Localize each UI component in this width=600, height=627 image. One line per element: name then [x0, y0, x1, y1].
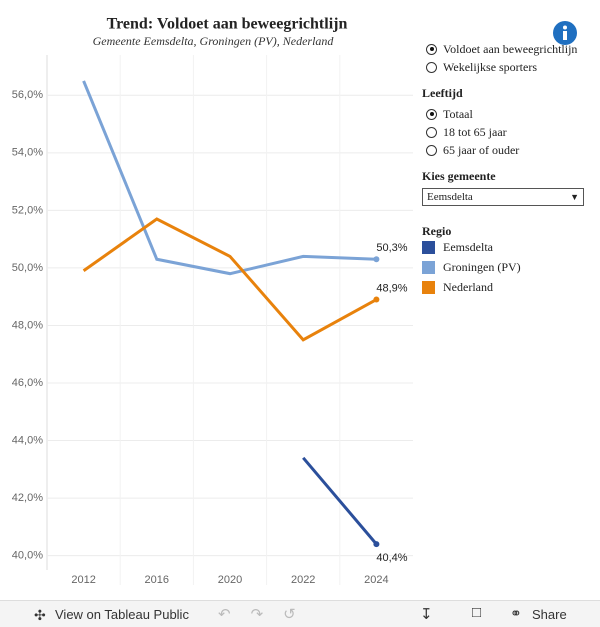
view-link[interactable]: View on Tableau Public [55, 607, 189, 622]
radio-button[interactable] [426, 144, 437, 156]
legend-item[interactable]: Groningen (PV) [422, 257, 600, 277]
undo-redo-icons: ↶↷↺ [218, 606, 316, 623]
radio-button[interactable] [426, 61, 437, 73]
option-label: Totaal [443, 106, 473, 121]
share-icon: ⚭ [510, 605, 522, 621]
chart-title: Trend: Voldoet aan beweegrichtlijn [107, 16, 348, 33]
y-tick-label: 56,0% [12, 89, 43, 101]
legend-item[interactable]: Nederland [422, 277, 600, 297]
filter-title: Kies gemeente [422, 169, 496, 183]
legend-swatch [422, 240, 435, 254]
chart: Trend: Voldoet aan beweegrichtlijn Gemee… [12, 16, 413, 586]
legend: Eemsdelta Groningen (PV) Nederland [422, 237, 600, 297]
radio-option[interactable]: Totaal [422, 105, 600, 123]
option-label: 18 tot 65 jaar [443, 124, 507, 139]
legend-label: Eemsdelta [443, 239, 493, 254]
radio-button[interactable] [426, 108, 437, 120]
age-filter: Totaal 18 tot 65 jaar 65 jaar of ouder [422, 105, 600, 159]
line-series [302, 456, 378, 546]
value-label: 48,9% [376, 282, 407, 294]
legend-swatch [422, 280, 435, 294]
end-point [373, 541, 380, 548]
gemeente-dropdown[interactable]: Eemsdelta ▼ [422, 188, 584, 206]
y-tick-label: 52,0% [12, 204, 43, 216]
fullscreen-icon[interactable]: □ [472, 604, 482, 621]
x-tick-label: 2024 [364, 574, 388, 586]
end-point [373, 296, 380, 303]
line-series [82, 217, 378, 342]
legend-item[interactable]: Eemsdelta [422, 237, 600, 257]
share-button[interactable]: Share [532, 607, 567, 622]
y-tick-label: 40,0% [12, 550, 43, 562]
radio-option[interactable]: Voldoet aan beweegrichtlijn [422, 40, 600, 58]
option-label: 65 jaar of ouder [443, 142, 520, 157]
option-label: Wekelijkse sporters [443, 59, 538, 74]
toolbar: ✣ View on Tableau Public ↶↷↺ ↧ □ ⚭ Share [0, 600, 600, 627]
filter-title: Leeftijd [422, 86, 463, 100]
info-icon[interactable] [553, 21, 577, 45]
tableau-icon: ✣ [34, 607, 46, 623]
y-tick-label: 42,0% [12, 492, 43, 504]
radio-option[interactable]: 65 jaar of ouder [422, 141, 600, 159]
y-tick-label: 46,0% [12, 377, 43, 389]
line-series [82, 80, 377, 276]
x-tick-label: 2022 [291, 574, 315, 586]
radio-option[interactable]: Wekelijkse sporters [422, 58, 600, 76]
download-icon[interactable]: ↧ [420, 606, 433, 623]
dropdown-value: Eemsdelta [427, 191, 473, 203]
y-tick-label: 50,0% [12, 262, 43, 274]
y-tick-label: 44,0% [12, 434, 43, 446]
x-tick-label: 2012 [71, 574, 95, 586]
x-tick-label: 2016 [145, 574, 169, 586]
legend-label: Groningen (PV) [443, 259, 521, 274]
radio-button[interactable] [426, 43, 437, 55]
legend-title: Regio [422, 224, 452, 238]
control-panel: Voldoet aan beweegrichtlijn Wekelijkse sp… [422, 40, 600, 297]
radio-button[interactable] [426, 126, 437, 138]
legend-swatch [422, 260, 435, 274]
chart-subtitle: Gemeente Eemsdelta, Groningen (PV), Nede… [93, 34, 335, 48]
end-point [373, 256, 380, 263]
value-label: 50,3% [376, 242, 407, 254]
radio-option[interactable]: 18 tot 65 jaar [422, 123, 600, 141]
legend-label: Nederland [443, 279, 493, 294]
y-tick-label: 48,0% [12, 319, 43, 331]
option-label: Voldoet aan beweegrichtlijn [443, 41, 578, 56]
y-tick-label: 54,0% [12, 147, 43, 159]
measure-filter: Voldoet aan beweegrichtlijn Wekelijkse sp… [422, 40, 600, 76]
value-label: 40,4% [376, 552, 407, 564]
x-tick-label: 2020 [218, 574, 242, 586]
